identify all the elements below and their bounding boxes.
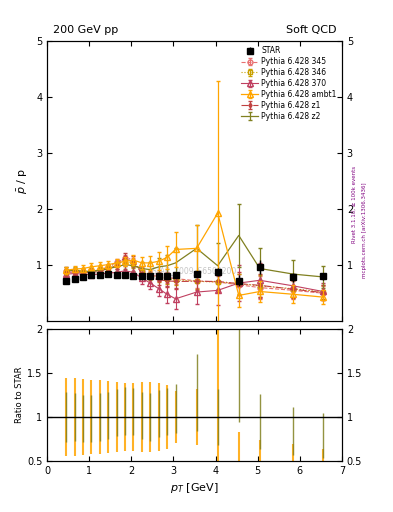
Text: Rivet 3.1.10, ≥ 100k events: Rivet 3.1.10, ≥ 100k events [352, 166, 357, 243]
Y-axis label: $\bar{p}$ / p: $\bar{p}$ / p [16, 168, 31, 194]
Text: mcplots.cern.ch [arXiv:1306.3436]: mcplots.cern.ch [arXiv:1306.3436] [362, 183, 367, 278]
Text: Soft QCD: Soft QCD [286, 26, 336, 35]
Y-axis label: Ratio to STAR: Ratio to STAR [15, 367, 24, 423]
Legend: STAR, Pythia 6.428 345, Pythia 6.428 346, Pythia 6.428 370, Pythia 6.428 ambt1, : STAR, Pythia 6.428 345, Pythia 6.428 346… [238, 43, 340, 124]
X-axis label: $p_T$ [GeV]: $p_T$ [GeV] [170, 481, 219, 495]
Text: 200 GeV pp: 200 GeV pp [53, 26, 118, 35]
Text: STAR_2009_S6500200: STAR_2009_S6500200 [152, 266, 237, 275]
